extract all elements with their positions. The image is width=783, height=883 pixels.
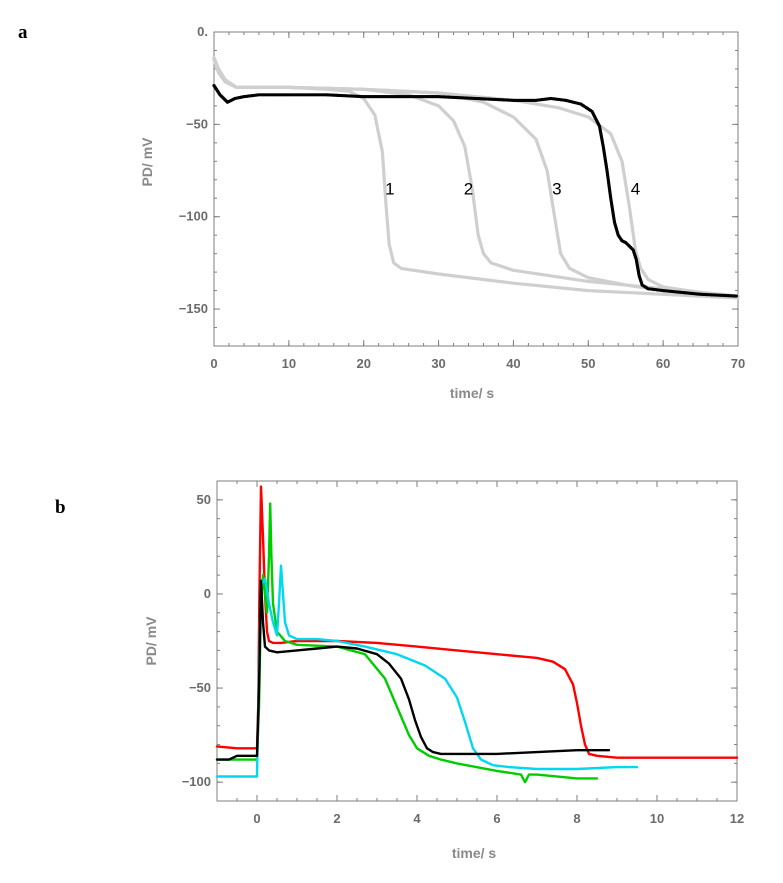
panel-letter-a: a xyxy=(18,22,28,43)
y-tick-label: −100 xyxy=(182,774,211,789)
panel-a-frame xyxy=(213,31,739,347)
x-tick-label: 30 xyxy=(431,356,445,371)
x-tick-label: 50 xyxy=(581,356,595,371)
x-tick-label: 10 xyxy=(282,356,296,371)
y-tick-label: 0 xyxy=(204,586,211,601)
series-measured-point xyxy=(734,294,738,298)
x-tick-label: 20 xyxy=(356,356,370,371)
y-tick-label: −100 xyxy=(179,209,208,224)
y-tick-label: 50 xyxy=(197,492,211,507)
x-tick-label: 10 xyxy=(650,811,664,826)
series-measured xyxy=(212,83,738,298)
y-tick-label: −50 xyxy=(186,116,208,131)
x-tick-label: 6 xyxy=(493,811,500,826)
x-tick-label: 70 xyxy=(731,356,745,371)
panel-b-ylabel: PD/ mV xyxy=(143,616,159,666)
y-tick-label: 0. xyxy=(197,24,208,39)
panel-a-xlabel: time/ s xyxy=(450,385,495,401)
curve-label-3: 3 xyxy=(552,180,561,199)
x-tick-label: 60 xyxy=(656,356,670,371)
x-tick-label: 0 xyxy=(210,356,217,371)
x-tick-label: 2 xyxy=(333,811,340,826)
curve-label-1: 1 xyxy=(385,180,394,199)
x-tick-label: 0 xyxy=(253,811,260,826)
panel-b-xlabel: time/ s xyxy=(452,845,497,861)
x-tick-label: 40 xyxy=(506,356,520,371)
x-tick-label: 4 xyxy=(413,811,421,826)
series-4-line xyxy=(212,56,740,298)
curve-label-2: 2 xyxy=(464,180,473,199)
series-red-line xyxy=(215,485,739,759)
y-tick-label: −150 xyxy=(179,301,208,316)
y-tick-label: −50 xyxy=(189,680,211,695)
series-black-line xyxy=(215,579,611,761)
panel-a-chart: 0 10 20 30 40 50 60 70 0. −50 −100 −150 1 2 3 4 time/ … xyxy=(139,24,745,401)
series-cyan-line xyxy=(215,564,639,778)
panel-a-ylabel: PD/ mV xyxy=(139,137,155,187)
panel-letter-b: b xyxy=(55,497,66,518)
x-tick-label: 12 xyxy=(730,811,744,826)
x-tick-label: 8 xyxy=(573,811,580,826)
curve-label-4: 4 xyxy=(631,180,640,199)
panel-b-chart: 0 2 4 6 8 10 12 50 0 −50 −100 time/ s PD/ mV xyxy=(143,480,744,861)
